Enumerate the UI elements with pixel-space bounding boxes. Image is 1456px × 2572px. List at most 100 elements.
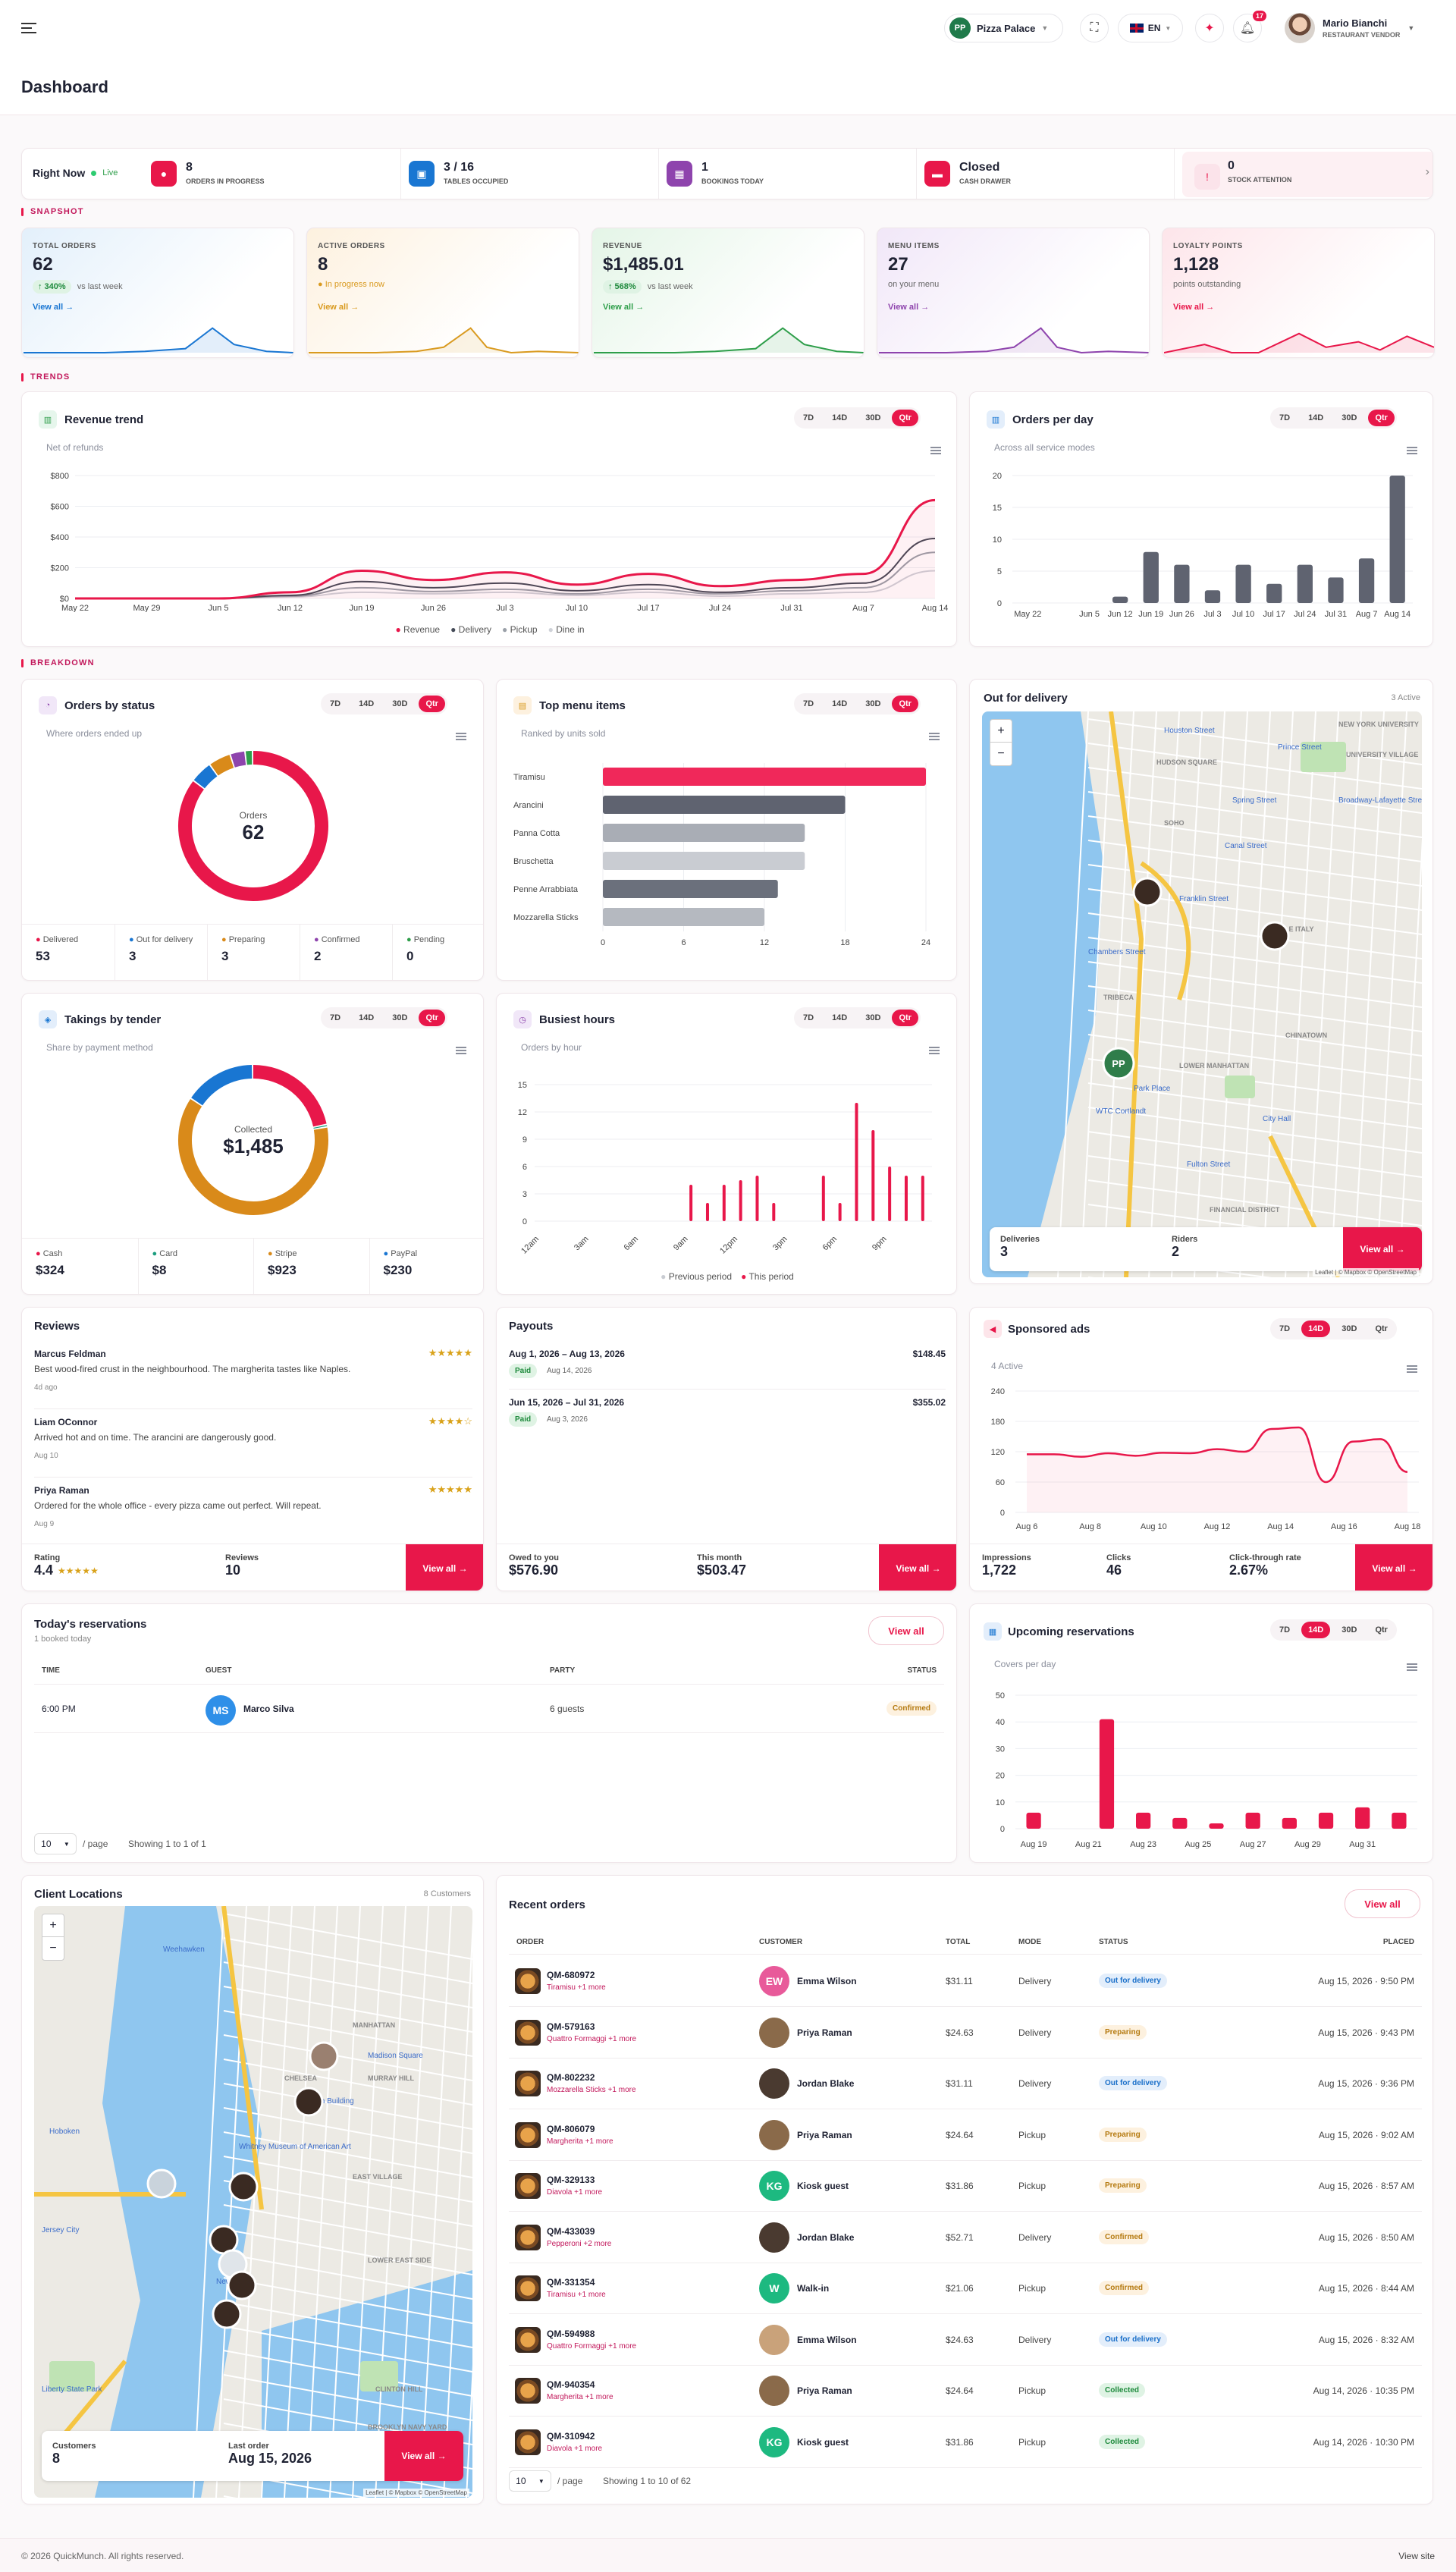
range-selector[interactable]: 7D 14D 30D Qtr (794, 407, 921, 429)
list-item[interactable]: Jun 15, 2026 – Jul 31, 2026 $355.02 Paid… (509, 1394, 946, 1438)
range-qtr[interactable]: Qtr (892, 1010, 918, 1026)
status-item[interactable]: ● 8 ORDERS IN PROGRESS (151, 149, 401, 199)
page-size-select[interactable]: 10 ▼ (34, 1833, 77, 1854)
range-qtr[interactable]: Qtr (1375, 1324, 1388, 1333)
range-30d[interactable]: 30D (1341, 1625, 1357, 1635)
table-row[interactable]: QM-331354 Tiramisu +1 more W Walk-in $21… (509, 2263, 1422, 2314)
status-item[interactable]: ! 0 STOCK ATTENTION › (1182, 152, 1432, 197)
zoom-out-button[interactable]: − (997, 747, 1005, 760)
range-7d[interactable]: 7D (1279, 1625, 1291, 1635)
zoom-in-button[interactable]: + (990, 720, 1012, 743)
range-selector[interactable]: 7D 14D 30D Qtr (1270, 1318, 1397, 1339)
range-7d[interactable]: 7D (330, 1013, 341, 1022)
range-selector[interactable]: 7D 14D 30D Qtr (1270, 1619, 1397, 1641)
payouts-view-all-button[interactable]: View all → (879, 1544, 956, 1591)
clients-view-all-button[interactable]: View all → (384, 2431, 463, 2481)
chart-menu-icon[interactable] (930, 447, 941, 454)
status-item[interactable]: ▬ Closed CASH DRAWER (924, 149, 1175, 199)
legend-item[interactable]: ● Delivery (450, 624, 491, 635)
kpi-view-all-link[interactable]: View all → (888, 303, 930, 312)
range-7d[interactable]: 7D (1279, 1324, 1291, 1333)
list-item[interactable]: Aug 1, 2026 – Aug 13, 2026 $148.45 Paid … (509, 1346, 946, 1390)
range-qtr[interactable]: Qtr (419, 696, 445, 712)
view-site-link[interactable]: View site (1398, 2551, 1435, 2561)
page-size-select[interactable]: 10 ▼ (509, 2470, 551, 2492)
kpi-view-all-link[interactable]: View all → (603, 303, 645, 312)
chart-menu-icon[interactable] (1407, 1365, 1417, 1373)
status-item[interactable]: ▣ 3 / 16 TABLES OCCUPIED (409, 149, 659, 199)
range-7d[interactable]: 7D (803, 699, 814, 708)
chart-menu-icon[interactable] (929, 1047, 940, 1054)
kpi-card[interactable]: ACTIVE ORDERS 8 ● In progress now View a… (306, 228, 579, 358)
range-30d[interactable]: 30D (865, 413, 881, 422)
kpi-card[interactable]: REVENUE $1,485.01 ↑ 568% vs last week Vi… (592, 228, 864, 358)
table-row[interactable]: QM-433039 Pepperoni +2 more Jordan Blake… (509, 2212, 1422, 2263)
range-qtr[interactable]: Qtr (892, 696, 918, 712)
range-qtr[interactable]: Qtr (1375, 1625, 1388, 1635)
table-row[interactable]: QM-329133 Diavola +1 more KG Kiosk guest… (509, 2161, 1422, 2212)
ai-sparkle-icon[interactable]: ✦ (1195, 14, 1224, 42)
ads-view-all-button[interactable]: View all → (1355, 1544, 1432, 1591)
chart-menu-icon[interactable] (456, 733, 466, 740)
kpi-view-all-link[interactable]: View all → (1173, 303, 1215, 312)
reservations-view-all-button[interactable]: View all (868, 1616, 944, 1645)
range-30d[interactable]: 30D (1341, 1324, 1357, 1333)
legend-item[interactable]: ● Previous period (661, 1271, 733, 1282)
range-14d[interactable]: 14D (359, 1013, 375, 1022)
range-qtr[interactable]: Qtr (419, 1010, 445, 1026)
range-selector[interactable]: 7D 14D 30D Qtr (1270, 407, 1397, 429)
range-7d[interactable]: 7D (330, 699, 341, 708)
range-30d[interactable]: 30D (865, 699, 881, 708)
chart-menu-icon[interactable] (1407, 447, 1417, 454)
range-selector[interactable]: 7D 14D 30D Qtr (321, 693, 447, 714)
range-7d[interactable]: 7D (1279, 413, 1291, 422)
delivery-map[interactable]: HUDSON SQUARE SOHO LITTLE ITALY TRIBECA LOWE… (982, 711, 1422, 1277)
kpi-view-all-link[interactable]: View all → (318, 303, 359, 312)
restaurant-switcher[interactable]: PP Pizza Palace ▼ (944, 14, 1063, 42)
list-item[interactable]: Liam OConnor ★★★★☆ Arrived hot and on ti… (34, 1414, 472, 1478)
legend-item[interactable]: ● Dine in (548, 624, 585, 635)
range-30d[interactable]: 30D (392, 1013, 408, 1022)
range-7d[interactable]: 7D (803, 1013, 814, 1022)
range-14d[interactable]: 14D (359, 699, 375, 708)
range-selector[interactable]: 7D 14D 30D Qtr (794, 1007, 921, 1028)
range-14d[interactable]: 14D (1301, 1622, 1331, 1638)
range-14d[interactable]: 14D (832, 699, 848, 708)
range-7d[interactable]: 7D (803, 413, 814, 422)
language-selector[interactable]: EN ▼ (1118, 14, 1183, 42)
recent-orders-view-all-button[interactable]: View all (1345, 1889, 1420, 1918)
table-row[interactable]: QM-310942 Diavola +1 more KG Kiosk guest… (509, 2417, 1422, 2468)
table-row[interactable]: QM-802232 Mozzarella Sticks +1 more Jord… (509, 2059, 1422, 2109)
table-row[interactable]: QM-594988 Quattro Formaggi +1 more Emma … (509, 2315, 1422, 2366)
range-qtr[interactable]: Qtr (1368, 410, 1395, 426)
hamburger-icon[interactable] (21, 23, 36, 33)
chart-menu-icon[interactable] (929, 733, 940, 740)
table-row[interactable]: QM-940354 Margherita +1 more Priya Raman… (509, 2366, 1422, 2417)
reviews-view-all-button[interactable]: View all → (406, 1544, 483, 1591)
kpi-card[interactable]: TOTAL ORDERS 62 ↑ 340% vs last week View… (21, 228, 294, 358)
zoom-out-button[interactable]: − (49, 1942, 57, 1955)
range-14d[interactable]: 14D (832, 413, 848, 422)
legend-item[interactable]: ● This period (741, 1271, 794, 1282)
range-14d[interactable]: 14D (1301, 1321, 1331, 1337)
range-30d[interactable]: 30D (1341, 413, 1357, 422)
kpi-view-all-link[interactable]: View all → (33, 303, 74, 312)
zoom-in-button[interactable]: + (42, 1914, 64, 1937)
kpi-card[interactable]: MENU ITEMS 27 on your menu View all → (877, 228, 1150, 358)
range-14d[interactable]: 14D (832, 1013, 848, 1022)
kpi-card[interactable]: LOYALTY POINTS 1,128 points outstanding … (1162, 228, 1435, 358)
legend-item[interactable]: ● Revenue (395, 624, 441, 635)
range-30d[interactable]: 30D (392, 699, 408, 708)
range-30d[interactable]: 30D (865, 1013, 881, 1022)
list-item[interactable]: Marcus Feldman ★★★★★ Best wood-fired cru… (34, 1346, 472, 1409)
range-14d[interactable]: 14D (1308, 413, 1324, 422)
user-menu[interactable]: Mario Bianchi RESTAURANT VENDOR ▼ (1285, 11, 1436, 46)
list-item[interactable]: Priya Raman ★★★★★ Ordered for the whole … (34, 1482, 472, 1546)
range-qtr[interactable]: Qtr (892, 410, 918, 426)
table-row[interactable]: QM-680972 Tiramisu +1 more EW Emma Wilso… (509, 1956, 1422, 2007)
table-row[interactable]: 6:00 PM MS Marco Silva 6 guests Confirme… (34, 1685, 944, 1733)
table-row[interactable]: QM-806079 Margherita +1 more Priya Raman… (509, 2110, 1422, 2161)
chart-menu-icon[interactable] (456, 1047, 466, 1054)
range-selector[interactable]: 7D 14D 30D Qtr (321, 1007, 447, 1028)
